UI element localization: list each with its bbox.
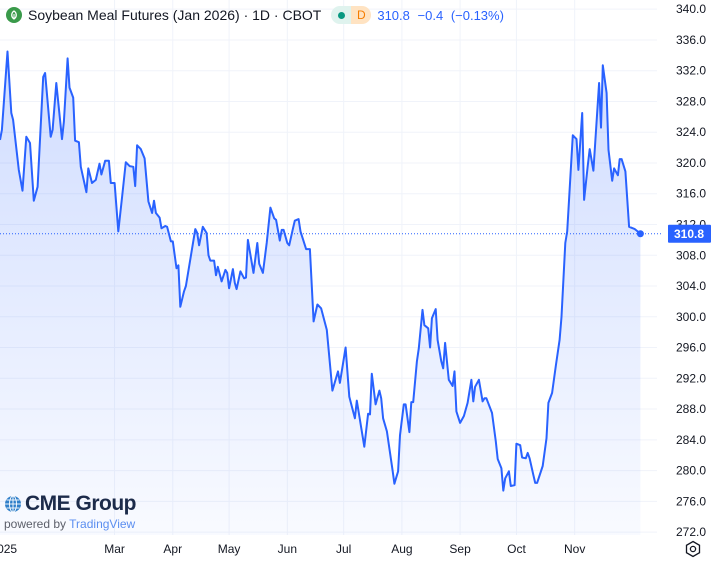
session-badge: D — [351, 6, 372, 24]
last-price: 310.8 — [377, 7, 410, 23]
x-tick-label: Mar — [104, 542, 125, 556]
y-tick-label: 284.0 — [676, 433, 706, 447]
x-tick-label: May — [218, 542, 241, 556]
x-tick-label: Sep — [449, 542, 471, 556]
x-tick-label: Oct — [507, 542, 526, 556]
market-open-dot-icon — [337, 11, 345, 19]
chart-header: Soybean Meal Futures (Jan 2026) · 1D · C… — [6, 4, 508, 26]
x-tick-label: Apr — [163, 542, 182, 556]
tradingview-link[interactable]: TradingView — [69, 517, 136, 531]
y-tick-label: 340.0 — [676, 2, 706, 16]
price-change-pct: (−0.13%) — [450, 7, 504, 23]
market-status-badge[interactable]: D — [331, 6, 372, 24]
y-tick-label: 320.0 — [676, 156, 706, 170]
last-price-dot — [636, 230, 644, 238]
globe-icon — [5, 495, 21, 513]
y-tick-label: 300.0 — [676, 310, 706, 324]
quote: 310.8 −0.4 (−0.13%) — [377, 8, 508, 23]
symbol-title[interactable]: Soybean Meal Futures (Jan 2026) · 1D · C… — [28, 7, 322, 23]
y-tick-label: 316.0 — [676, 187, 706, 201]
last-price-label-bg — [668, 224, 711, 243]
y-tick-label: 336.0 — [676, 33, 706, 47]
settings-icon[interactable] — [684, 540, 702, 558]
y-tick-label: 288.0 — [676, 402, 706, 416]
x-tick-label: Jul — [336, 542, 351, 556]
cme-logo[interactable]: CME Group powered by TradingView — [4, 492, 137, 531]
y-tick-label: 324.0 — [676, 125, 706, 139]
x-axis[interactable]: 2025 Mar Apr May Jun Jul Aug Sep Oct Nov — [0, 542, 585, 556]
y-tick-label: 308.0 — [676, 248, 706, 262]
y-tick-label: 304.0 — [676, 279, 706, 293]
y-tick-label: 296.0 — [676, 341, 706, 355]
x-tick-label: 2025 — [0, 542, 17, 556]
y-tick-label: 280.0 — [676, 464, 706, 478]
y-tick-label: 276.0 — [676, 494, 706, 508]
powered-by-text: powered by — [4, 517, 67, 531]
last-price-label: 310.8 — [674, 227, 704, 241]
x-tick-label: Nov — [564, 542, 585, 556]
y-tick-label: 328.0 — [676, 94, 706, 108]
y-tick-label: 332.0 — [676, 64, 706, 78]
y-tick-label: 292.0 — [676, 371, 706, 385]
leaf-icon — [6, 7, 22, 23]
price-line — [0, 50, 642, 492]
y-axis[interactable]: 272.0 276.0 280.0 284.0 288.0 292.0 296.0 300.0… — [676, 2, 706, 539]
logo-text: CME Group — [25, 492, 137, 515]
price-area-fill — [0, 51, 641, 535]
price-change: −0.4 — [417, 7, 444, 23]
x-tick-label: Aug — [391, 542, 412, 556]
x-tick-label: Jun — [278, 542, 297, 556]
y-tick-label: 272.0 — [676, 525, 706, 539]
